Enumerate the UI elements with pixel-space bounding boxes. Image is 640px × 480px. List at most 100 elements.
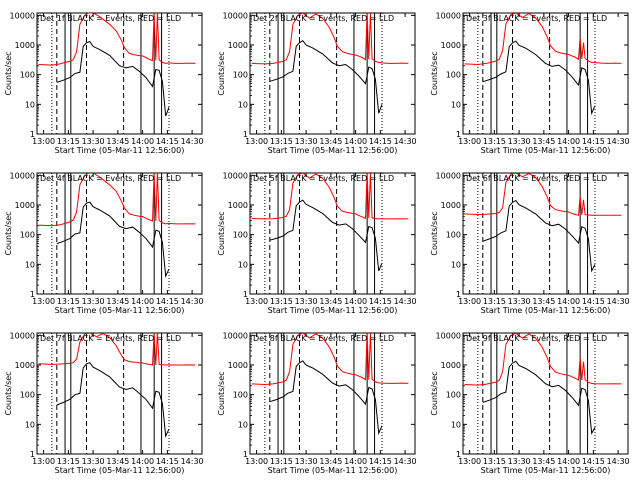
x-tick-label: 14:30: [394, 457, 417, 466]
y-tick-label: 1000: [228, 41, 248, 50]
series-events-line: [482, 199, 596, 273]
x-axis-label: Start Time (05-Mar-11 12:56:00): [268, 466, 398, 475]
series-events-line: [482, 40, 596, 116]
series-lld-line: [251, 13, 409, 65]
y-tick-label: 100: [446, 391, 461, 400]
x-axis-label: Start Time (05-Mar-11 12:56:00): [268, 146, 398, 155]
x-tick-label: 13:45: [106, 297, 129, 306]
panel-title: Det 6f BLACK = Events, RED = LLD: [466, 174, 607, 183]
series-events-line: [482, 360, 596, 435]
x-tick-label: 13:45: [532, 297, 555, 306]
x-tick-label: 13:15: [483, 297, 506, 306]
panel-det-5: Det 5f BLACK = Events, RED = LLD 1 10 100 10…: [217, 171, 417, 315]
x-tick-label: 14:30: [181, 137, 204, 146]
panel-det-9: Det 9f BLACK = Events, RED = LLD 1 10 100 10…: [430, 331, 630, 475]
y-tick-label: 1000: [228, 201, 248, 210]
x-axis-label: Start Time (05-Mar-11 12:56:00): [481, 146, 611, 155]
plot-frame: [36, 172, 203, 295]
time-markers: [477, 13, 596, 134]
x-tick-label: 13:15: [57, 297, 80, 306]
x-axis-label: Start Time (05-Mar-11 12:56:00): [55, 466, 185, 475]
x-tick-label: 13:15: [270, 137, 293, 146]
time-markers: [477, 173, 596, 294]
x-tick-label: 13:45: [106, 137, 129, 146]
y-tick-label: 1000: [15, 201, 35, 210]
y-tick-label: 1: [243, 130, 248, 139]
x-tick-label: 14:30: [607, 137, 630, 146]
y-tick-label: 10000: [436, 171, 461, 180]
panel-det-6: Det 6f BLACK = Events, RED = LLD 1 10 100 10…: [430, 171, 630, 315]
y-tick-label: 10000: [223, 11, 248, 20]
x-tick-label: 13:15: [483, 457, 506, 466]
y-axis-label: Counts/sec: [217, 51, 226, 95]
y-tick-label: 1000: [228, 361, 248, 370]
x-tick-label: 14:15: [369, 137, 392, 146]
y-tick-label: 10000: [436, 11, 461, 20]
y-axis-label: Counts/sec: [217, 371, 226, 415]
time-markers: [51, 333, 170, 454]
time-markers: [264, 333, 383, 454]
x-tick-label: 14:15: [582, 297, 605, 306]
y-axis-label: Counts/sec: [430, 371, 439, 415]
plot-frame: [462, 12, 629, 135]
series-events-line: [56, 41, 170, 117]
plot-frame: [249, 172, 416, 295]
y-tick-label: 10000: [10, 331, 35, 340]
x-tick-label: 14:30: [394, 297, 417, 306]
plot-frame: [462, 172, 629, 295]
series-events-line: [269, 40, 383, 114]
x-tick-label: 14:30: [394, 137, 417, 146]
x-tick-label: 13:30: [82, 457, 105, 466]
y-axis-label: Counts/sec: [217, 211, 226, 255]
x-tick-label: 14:00: [344, 137, 367, 146]
x-tick-label: 14:30: [607, 457, 630, 466]
time-markers: [51, 173, 170, 294]
y-tick-label: 1000: [15, 361, 35, 370]
x-axis-label: Start Time (05-Mar-11 12:56:00): [481, 466, 611, 475]
x-tick-label: 14:00: [131, 297, 154, 306]
y-tick-label: 1: [30, 290, 35, 299]
series-events-line: [269, 199, 383, 272]
x-tick-label: 13:15: [483, 137, 506, 146]
x-axis-label: Start Time (05-Mar-11 12:56:00): [481, 306, 611, 315]
x-tick-label: 13:45: [532, 137, 555, 146]
x-tick-label: 13:30: [295, 137, 318, 146]
y-axis-label: Counts/sec: [4, 211, 13, 255]
y-tick-label: 1: [456, 450, 461, 459]
x-tick-label: 13:45: [319, 297, 342, 306]
plot-frame: [36, 332, 203, 455]
panel-title: Det 3f BLACK = Events, RED = LLD: [466, 14, 607, 23]
y-tick-label: 1000: [441, 41, 461, 50]
y-tick-label: 100: [20, 231, 35, 240]
y-tick-label: 1000: [441, 201, 461, 210]
x-tick-label: 13:15: [270, 457, 293, 466]
x-tick-label: 14:00: [131, 137, 154, 146]
y-tick-label: 10000: [10, 171, 35, 180]
series-lld-line: [251, 173, 409, 220]
x-tick-label: 14:30: [607, 297, 630, 306]
y-axis-label: Counts/sec: [4, 371, 13, 415]
y-tick-label: 100: [233, 71, 248, 80]
y-tick-label: 100: [20, 71, 35, 80]
y-tick-label: 10: [451, 260, 461, 269]
x-tick-label: 13:30: [295, 297, 318, 306]
plot-frame: [462, 332, 629, 455]
x-tick-label: 13:30: [508, 457, 531, 466]
y-tick-label: 10000: [10, 11, 35, 20]
plot-frame: [36, 12, 203, 135]
y-tick-label: 10: [25, 100, 35, 109]
x-tick-label: 13:00: [32, 137, 55, 146]
series-events-line: [269, 360, 383, 436]
panel-det-4: Det 4f BLACK = Events, RED = LLD 1 10 100 10…: [4, 171, 204, 315]
y-tick-label: 100: [446, 231, 461, 240]
x-tick-label: 13:30: [295, 457, 318, 466]
x-tick-label: 13:00: [458, 457, 481, 466]
x-tick-label: 14:30: [181, 457, 204, 466]
panel-title: Det 5f BLACK = Events, RED = LLD: [253, 174, 394, 183]
x-tick-label: 14:00: [557, 457, 580, 466]
y-axis-label: Counts/sec: [430, 211, 439, 255]
plot-frame: [249, 12, 416, 135]
x-tick-label: 14:00: [344, 297, 367, 306]
